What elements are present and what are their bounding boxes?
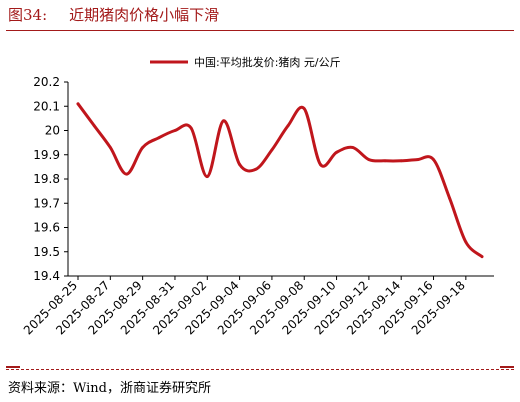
data-point [448,197,452,200]
data-point [125,172,128,176]
y-tick-label: 19.8 [33,172,60,186]
data-point [141,146,145,149]
footer-divider [6,369,514,370]
y-tick-label: 19.6 [33,221,60,235]
data-point [157,136,161,140]
data-point [399,159,403,163]
data-point [432,158,435,162]
y-tick-label: 19.4 [33,269,60,283]
data-point [76,102,80,106]
data-point [351,146,355,149]
data-point [189,126,193,130]
data-point [270,148,274,152]
y-tick-label: 19.9 [33,148,60,162]
y-tick-label: 19.7 [33,196,60,210]
series-group [76,102,484,259]
data-point [415,158,419,162]
series-line-0 [76,102,484,259]
footer-divider-cap-right [500,366,514,368]
y-tick-label: 20.1 [33,99,60,113]
data-point [108,146,112,149]
data-point [383,159,387,163]
data-point [367,158,371,162]
figure-number: 图34: [8,6,48,24]
y-tick-label: 19.5 [33,245,60,259]
data-point [238,163,242,166]
figure-title: 图34: 近期猪肉价格小幅下滑 [8,4,219,25]
data-point [173,129,177,132]
data-point [92,124,96,128]
data-point [286,124,290,128]
data-point [335,150,338,154]
data-point [464,240,468,244]
legend-label: 中国:平均批发价:猪肉 元/公斤 [194,55,341,69]
data-point [302,107,306,111]
y-axis-ticks: 20.2 20.1 20 19.9 19.8 19.7 19.6 19.5 19.4 [33,75,68,283]
source-note: 资料来源：Wind，浙商证券研究所 [8,381,211,396]
chart-axes [67,82,494,277]
data-point [205,175,209,178]
x-axis-ticks: 2025-08-252025-08-272025-08-292025-08-31… [21,276,468,337]
data-point [254,167,258,171]
chart-legend: 中国:平均批发价:猪肉 元/公斤 [150,55,341,69]
data-point [480,255,484,258]
data-point [319,163,322,166]
data-point [222,119,225,123]
footer-divider-cap-left [6,366,20,368]
y-tick-label: 20.2 [33,75,60,89]
title-divider [6,30,514,31]
figure-title-text: 近期猪肉价格小幅下滑 [69,6,220,24]
y-tick-label: 20 [45,124,60,138]
